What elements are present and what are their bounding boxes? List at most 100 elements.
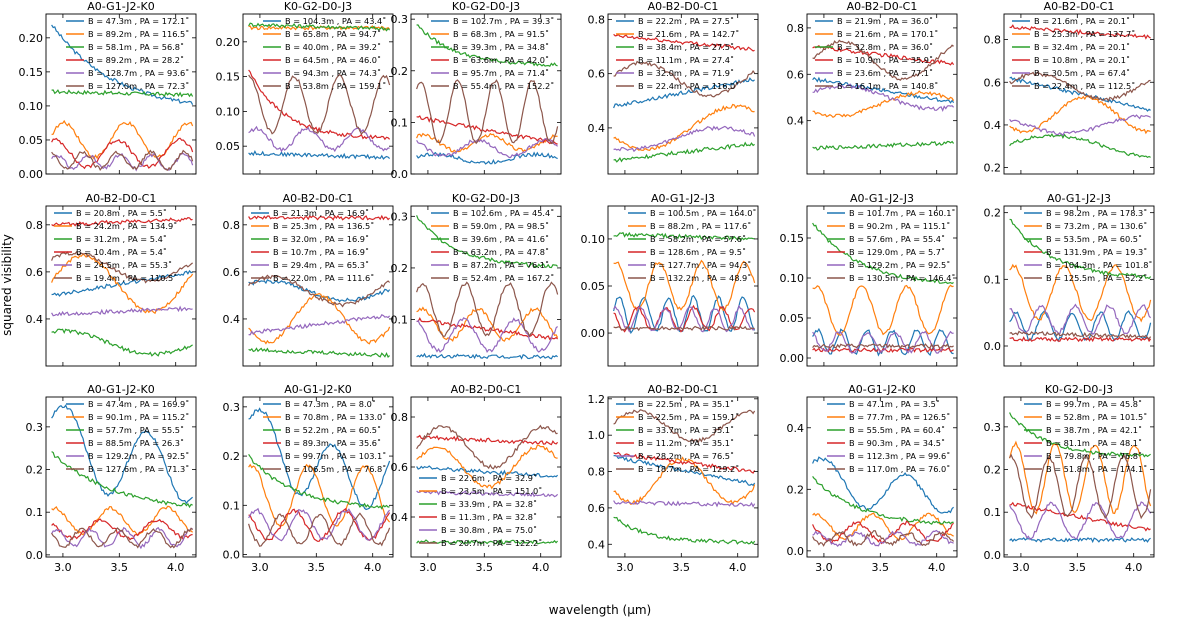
legend-entry: B = 19.4m , PA = 110.5˚ <box>76 273 177 283</box>
legend-entry: B = 47.4m , PA = 169.9˚ <box>88 399 189 409</box>
y-tick-label: 0.0 <box>984 340 1002 353</box>
y-tick-label: 0.6 <box>391 461 409 474</box>
axes-frame <box>806 13 958 175</box>
axes-frame <box>242 205 394 367</box>
y-tick-label: 0.2 <box>984 207 1002 220</box>
series-line <box>248 347 391 359</box>
legend-entry: B = 99.7m , PA = 45.8˚ <box>1046 399 1142 409</box>
series-line <box>812 530 955 547</box>
axes-frame <box>1003 205 1155 367</box>
y-tick-label: 0.4 <box>588 122 606 135</box>
axes-frame <box>45 205 197 367</box>
legend-entry: B = 132.2m , PA = 48.9˚ <box>650 273 751 283</box>
legend-entry: B = 10.9m , PA = 35.9˚ <box>837 55 933 65</box>
series-group <box>416 424 559 546</box>
series-line <box>248 507 391 542</box>
panel-title: A0-B2-D0-C1 <box>1044 0 1115 13</box>
panel-15: A0-B2-D0-C1 0.4 0.6 0.8 1.0 1.2 3.0 3.5 4.0 B = 2… <box>588 383 759 574</box>
legend-entry: B = 53.5m , PA = 60.5˚ <box>1046 234 1142 244</box>
legend-entry: B = 94.3m , PA = 74.3˚ <box>285 68 381 78</box>
series-line <box>1009 310 1152 343</box>
legend-entry: B = 125.5m , PA = 52.2˚ <box>1046 273 1147 283</box>
series-line <box>613 451 756 474</box>
axes-frame <box>45 396 197 558</box>
series-line <box>812 45 955 66</box>
series-line <box>416 215 558 269</box>
legend-entry: B = 23.6m , PA = 77.1˚ <box>837 68 933 78</box>
y-tick-label: 0.8 <box>588 13 606 26</box>
x-tick-label: 4.0 <box>729 561 747 574</box>
x-tick-label: 3.5 <box>476 561 494 574</box>
series-group <box>51 24 194 172</box>
legend-entry: B = 22.5m , PA = 159.1˚ <box>638 412 739 422</box>
legend-entry: B = 73.2m , PA = 130.6˚ <box>1046 221 1147 231</box>
x-tick-label: 3.0 <box>616 561 634 574</box>
legend: B = 104.3m , PA = 43.4˚ B = 65.8m , PA = … <box>263 16 386 91</box>
series-line <box>812 90 955 119</box>
panel-title: A0-B2-D0-C1 <box>86 192 157 205</box>
panel-title: A0-B2-D0-C1 <box>283 192 354 205</box>
legend-entry: B = 81.1m , PA = 48.1˚ <box>1046 438 1142 448</box>
panel-14: A0-B2-D0-C1 0.4 0.6 0.8 3.0 3.5 4.0 B = 22.6m ,… <box>391 383 562 574</box>
legend-entry: B = 31.2m , PA = 5.4˚ <box>76 234 167 244</box>
panel-9: A0-G1-J2-J3 0.00 0.05 0.10 B = 100.5m , PA =… <box>581 192 759 367</box>
legend-entry: B = 47.1m , PA = 3.5˚ <box>849 399 940 409</box>
series-line <box>416 444 558 490</box>
y-tick-label: 0.4 <box>787 422 805 435</box>
x-tick-label: 3.5 <box>308 561 326 574</box>
series-line <box>812 284 954 336</box>
legend-entry: B = 88.5m , PA = 26.3˚ <box>88 438 184 448</box>
y-tick-label: 0.3 <box>223 401 241 414</box>
legend: B = 102.7m , PA = 39.3˚ B = 68.3m , PA = … <box>431 16 554 91</box>
y-tick-label: 0.20 <box>19 32 44 45</box>
series-line <box>248 314 391 336</box>
legend-entry: B = 68.3m , PA = 91.5˚ <box>453 29 549 39</box>
y-tick-label: 1.0 <box>588 429 606 442</box>
series-line <box>248 292 391 345</box>
series-line <box>248 507 391 542</box>
panel-1: K0-G2-D0-J3 0.05 0.10 0.15 0.20 B = 104.3m , … <box>216 0 394 175</box>
legend: B = 20.8m , PA = 5.5˚ B = 24.2m , PA = 13… <box>54 208 177 283</box>
x-tick-label: 3.0 <box>251 561 269 574</box>
y-tick-label: 0.4 <box>787 115 805 128</box>
legend-entry: B = 55.4m , PA = 152.2˚ <box>453 81 554 91</box>
series-line <box>1009 95 1151 135</box>
series-line <box>248 150 391 160</box>
legend: B = 22.5m , PA = 35.1˚ B = 22.5m , PA = 1… <box>616 399 739 474</box>
series-line <box>613 294 756 335</box>
series-line <box>812 476 954 525</box>
series-line <box>812 512 954 542</box>
series-line <box>613 125 756 153</box>
y-tick-label: 0.8 <box>26 219 44 232</box>
series-group <box>248 214 391 359</box>
legend-entry: B = 11.2m , PA = 35.1˚ <box>638 438 734 448</box>
legend-entry: B = 63.6m , PA = 42.0˚ <box>453 55 549 65</box>
axes-frame <box>1003 13 1155 175</box>
legend-entry: B = 23.5m , PA = 151.0˚ <box>441 486 542 496</box>
legend-entry: B = 90.2m , PA = 115.1˚ <box>849 221 950 231</box>
legend-entry: B = 89.2m , PA = 116.5˚ <box>88 29 189 39</box>
panel-8: K0-G2-D0-J3 0.1 0.2 0.3 B = 102.6m , PA = 45… <box>391 192 562 367</box>
series-line <box>416 316 559 341</box>
legend: B = 99.7m , PA = 45.8˚ B = 52.8m , PA = 1… <box>1024 399 1147 474</box>
legend-entry: B = 64.5m , PA = 46.0˚ <box>285 55 381 65</box>
x-tick-label: 4.0 <box>364 561 382 574</box>
series-line <box>51 152 194 172</box>
y-tick-label: 0.00 <box>19 168 44 181</box>
legend: B = 47.4m , PA = 169.9˚ B = 90.1m , PA = … <box>66 399 189 474</box>
legend-entry: B = 47.3m , PA = 8.0˚ <box>285 399 376 409</box>
legend-entry: B = 104.3m , PA = 101.8˚ <box>1046 260 1153 270</box>
series-line <box>416 24 558 67</box>
legend-entry: B = 20.7m , PA = 122.2˚ <box>441 538 542 548</box>
y-tick-label: 0.6 <box>588 502 606 515</box>
panel-16: A0-G1-J2-K0 0.0 0.2 0.4 3.0 3.5 4.0 B = 47.1m ,… <box>787 383 958 574</box>
y-tick-label: 0.2 <box>984 464 1002 477</box>
legend-entry: B = 16.1m , PA = 140.8˚ <box>837 81 938 91</box>
series-line <box>613 325 755 332</box>
legend-entry: B = 130.5m , PA = 146.4˚ <box>849 273 956 283</box>
x-axis-label: wavelength (μm) <box>549 603 651 617</box>
legend-entry: B = 52.4m , PA = 167.2˚ <box>453 273 554 283</box>
legend-entry: B = 58.1m , PA = 56.8˚ <box>88 42 184 52</box>
legend-entry: B = 104.3m , PA = 43.4˚ <box>285 16 386 26</box>
